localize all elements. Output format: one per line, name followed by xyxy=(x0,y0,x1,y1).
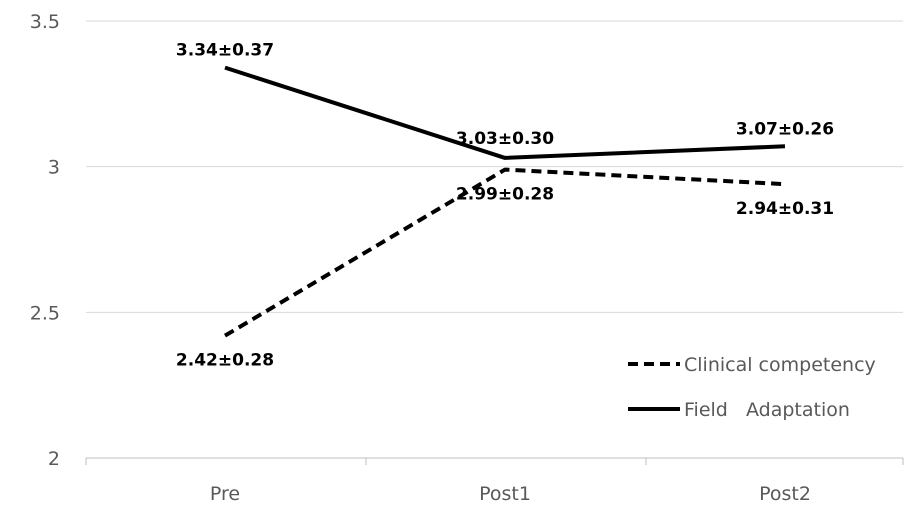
x-tick-label-post2: Post2 xyxy=(759,483,811,505)
series-lines xyxy=(223,65,786,338)
data-label-field-pre: 3.34±0.37 xyxy=(176,41,274,61)
y-tick-label-0: 2 xyxy=(48,448,60,470)
x-axis xyxy=(85,457,904,465)
legend-label-field-adaptation: Field Adaptation xyxy=(684,399,850,421)
data-label-clinical-post1: 2.99±0.28 xyxy=(456,185,554,205)
y-tick-label-2: 3 xyxy=(48,157,60,179)
data-labels: 2.42±0.28 2.99±0.28 2.94±0.31 3.34±0.37 3.03… xyxy=(176,41,834,371)
x-axis-tick-labels: Pre Post1 Post2 xyxy=(210,483,811,505)
data-label-field-post1: 3.03±0.30 xyxy=(456,129,554,149)
x-tick-label-post1: Post1 xyxy=(479,483,531,505)
data-label-clinical-post2: 2.94±0.31 xyxy=(736,199,834,219)
data-label-field-post2: 3.07±0.26 xyxy=(736,119,834,139)
series-line-field-adaptation xyxy=(224,65,786,160)
y-axis-tick-labels: 2 2.5 3 3.5 xyxy=(30,11,60,470)
y-tick-label-1: 2.5 xyxy=(30,302,60,324)
x-tick-label-pre: Pre xyxy=(210,483,240,505)
legend-label-clinical-competency: Clinical competency xyxy=(684,354,876,376)
data-label-clinical-pre: 2.42±0.28 xyxy=(176,351,274,371)
legend: Clinical competency Field Adaptation xyxy=(628,354,876,421)
gridlines xyxy=(86,20,903,313)
series-line-clinical-competency xyxy=(223,167,786,338)
y-tick-label-3: 3.5 xyxy=(30,11,60,33)
